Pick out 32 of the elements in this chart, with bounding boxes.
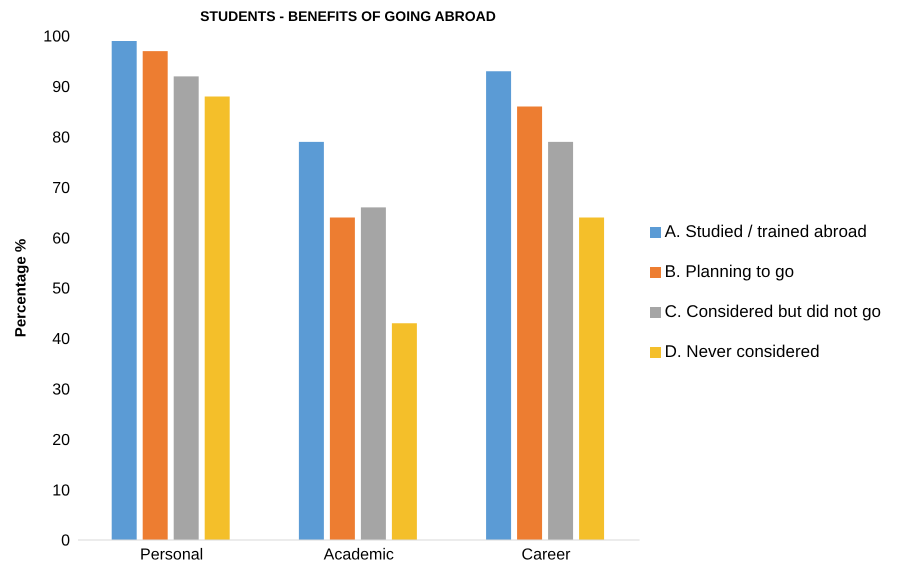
x-tick-label: Academic [324, 546, 394, 564]
bar [142, 51, 168, 540]
legend-label: D. Never considered [664, 342, 820, 360]
y-tick-label: 70 [52, 180, 70, 197]
y-tick-label: 90 [52, 79, 70, 96]
bar [360, 207, 386, 540]
y-tick-label: 50 [52, 280, 70, 298]
bar [579, 217, 604, 540]
bar [204, 96, 230, 540]
y-tick-label: 30 [52, 381, 70, 398]
y-tick-label: 0 [61, 532, 70, 550]
y-tick-label: 60 [52, 230, 70, 248]
bar [517, 106, 542, 540]
x-tick-label: Personal [140, 546, 204, 564]
bar [112, 41, 137, 540]
bar [330, 217, 355, 540]
legend-label: A. Studied / trained abroad [664, 222, 867, 240]
legend-label: B. Planning to go [664, 262, 794, 280]
bar [548, 142, 574, 540]
bar [486, 71, 512, 540]
bar [298, 142, 324, 540]
x-tick-label: Career [522, 546, 572, 564]
bar [392, 323, 417, 540]
y-tick-label: 40 [52, 331, 70, 348]
bar [174, 76, 199, 540]
legend-label: C. Considered but did not go [664, 302, 881, 320]
y-tick-label: 80 [52, 129, 70, 146]
y-tick-label: 100 [43, 28, 70, 46]
y-tick-label: 20 [52, 432, 70, 449]
y-tick-label: 10 [52, 482, 70, 500]
y-axis-title: Percentage % [12, 238, 30, 338]
chart-title: STUDENTS - BENEFITS OF GOING ABROAD [199, 8, 497, 24]
